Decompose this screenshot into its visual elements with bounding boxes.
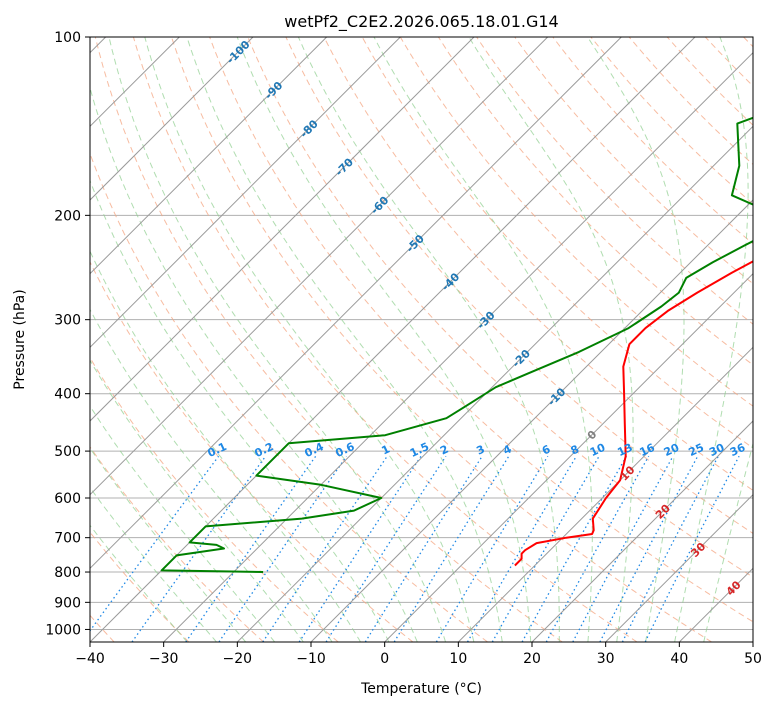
mixing-ratio-line	[545, 455, 650, 642]
y-tick-label: 700	[54, 531, 81, 547]
moist-adiabat	[587, 37, 685, 642]
mixing-ratio-line	[218, 455, 348, 642]
plot-area	[90, 37, 753, 642]
isotherm	[90, 37, 475, 422]
isotherm-lines	[90, 37, 753, 642]
isotherm	[384, 272, 753, 642]
isotherm	[163, 51, 753, 642]
chart-title: wetPf2_C2E2.2026.065.18.01.G14	[284, 12, 558, 32]
isotherm	[90, 37, 401, 349]
dry-adiabat	[94, 37, 563, 642]
dry-adiabat	[247, 37, 753, 578]
moist-adiabat	[703, 441, 753, 642]
isotherm	[90, 37, 622, 570]
moist-adiabat	[108, 37, 447, 642]
x-tick-label: 30	[597, 651, 615, 667]
mixing-ratio-line	[572, 455, 674, 642]
mixing-ratio-label: 30	[707, 441, 727, 459]
dry-adiabat	[628, 37, 753, 166]
x-tick-label: 10	[449, 651, 467, 667]
y-tick-label: 500	[54, 444, 81, 460]
x-tick-label: −20	[223, 651, 253, 667]
isotherm	[605, 493, 753, 642]
y-axis-ticks: 100 200 300 400 500 600 700 800 900 1000	[45, 30, 90, 638]
y-axis-label: Pressure (hPa)	[12, 289, 28, 389]
dry-adiabat	[323, 37, 753, 491]
isotherm	[310, 199, 753, 642]
moist-adiabat	[90, 308, 333, 642]
x-tick-label: −10	[296, 651, 326, 667]
moist-adiabat	[90, 405, 276, 642]
moist-adiabat	[186, 37, 503, 642]
mixing-ratio-line	[621, 455, 719, 642]
y-tick-label: 600	[54, 491, 81, 507]
dewpoint-profile	[160, 116, 753, 573]
plot-frame	[89, 36, 754, 643]
isotherm	[90, 37, 328, 275]
sounding-profiles	[160, 116, 753, 573]
mixing-ratio-line	[644, 455, 740, 642]
mixing-ratio-label: 25	[687, 441, 706, 459]
mixing-ratio-line	[325, 455, 447, 642]
mixing-ratio-line	[262, 455, 388, 642]
isotherm	[236, 125, 753, 642]
isotherm	[90, 37, 549, 496]
dry-adiabat	[399, 37, 753, 407]
moist-adiabat	[373, 37, 593, 642]
y-tick-label: 100	[54, 30, 81, 46]
y-tick-label: 900	[54, 595, 81, 611]
mixing-ratio-line	[435, 455, 549, 642]
mixing-ratio-line	[185, 455, 317, 642]
temperature-profile	[514, 260, 753, 567]
moist-adiabat	[90, 359, 304, 642]
y-tick-label: 200	[54, 208, 81, 224]
moist-adiabat	[90, 179, 390, 642]
dry-adiabat	[90, 260, 414, 642]
mixing-ratio-label: 10	[588, 441, 608, 459]
mixing-ratio-label: 36	[728, 441, 748, 459]
moist-adiabat	[674, 37, 749, 642]
y-tick-label: 800	[54, 565, 81, 581]
dry-adiabat	[132, 37, 638, 642]
mixing-ratio-line	[599, 455, 699, 642]
moist-adiabat	[90, 86, 418, 642]
mixing-ratio-label: 16	[638, 441, 658, 459]
x-tick-label: 40	[670, 651, 688, 667]
moist-adiabat	[90, 447, 247, 642]
mixing-ratio-lines	[90, 455, 740, 642]
mixing-ratio-label: 13	[615, 441, 634, 459]
moist-adiabat	[144, 37, 475, 642]
x-tick-label: 0	[380, 651, 389, 667]
dry-adiabat	[476, 37, 753, 325]
moist-adiabat	[90, 524, 188, 642]
x-tick-label: 50	[744, 651, 762, 667]
isotherm	[90, 37, 254, 201]
x-tick-label: −30	[149, 651, 179, 667]
y-tick-label: 400	[54, 387, 81, 403]
moist-adiabat	[90, 486, 217, 642]
isotherm	[531, 420, 753, 642]
isotherm	[457, 346, 753, 642]
mixing-ratio-line	[298, 455, 422, 642]
y-tick-label: 1000	[45, 622, 81, 638]
dry-adiabat	[514, 37, 753, 285]
mixing-ratio-line	[364, 455, 483, 642]
x-axis-label: Temperature (°C)	[360, 681, 482, 697]
x-axis-ticks: −40 −30 −20 −10 0 10 20 30 40 50	[75, 642, 762, 667]
x-tick-label: −40	[75, 651, 105, 667]
x-tick-label: 20	[523, 651, 541, 667]
dry-adiabat	[90, 446, 264, 642]
mixing-ratio-line	[393, 455, 510, 642]
mixing-ratio-label: 20	[662, 441, 682, 459]
y-tick-label: 300	[54, 313, 81, 329]
dry-adiabat	[209, 37, 753, 623]
pressure-gridlines	[90, 37, 753, 630]
